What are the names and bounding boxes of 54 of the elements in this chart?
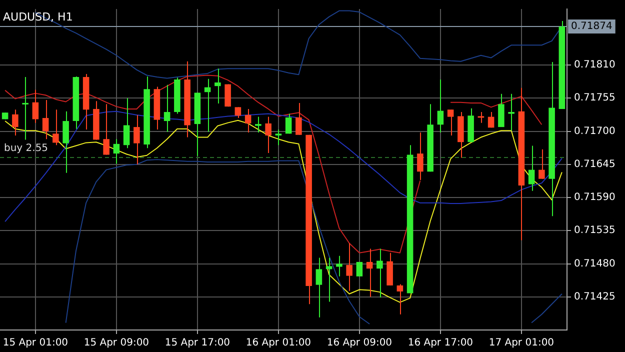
candlestick [316, 257, 322, 318]
candlestick [134, 114, 140, 165]
x-tick-label: 16 Apr 09:00 [326, 338, 392, 349]
x-tick-label: 16 Apr 17:00 [408, 338, 474, 349]
candlestick [326, 257, 332, 302]
candlestick [113, 138, 120, 164]
candlestick [336, 255, 342, 277]
candlestick [346, 242, 352, 292]
candlestick [42, 99, 49, 140]
chart-title: AUDUSD, H1 [3, 10, 73, 24]
candlestick [478, 111, 484, 124]
candlestick [52, 109, 59, 146]
y-tick-label: 0.71700 [574, 126, 616, 137]
y-tick-label: 0.71535 [574, 225, 616, 236]
x-tick-label: 15 Apr 09:00 [84, 338, 150, 349]
y-tick-label: 0.71810 [574, 60, 616, 71]
candlestick [356, 261, 363, 277]
y-tick-label: 0.71645 [574, 158, 616, 170]
candlestick [285, 113, 292, 134]
candlestick [528, 145, 535, 192]
y-tick-label: 0.71755 [574, 92, 616, 104]
candlestick [538, 148, 545, 180]
candlestick [417, 132, 424, 181]
y-tick-label: 0.71480 [574, 258, 616, 270]
x-tick-label: 15 Apr 01:00 [2, 338, 68, 349]
candlestick [488, 111, 494, 128]
candlestick [447, 109, 454, 136]
candlestick [498, 93, 504, 128]
candlestick [508, 93, 514, 132]
candlestick [376, 248, 383, 298]
candlestick [255, 116, 262, 133]
x-tick-label: 15 Apr 17:00 [164, 338, 230, 349]
candlestick [103, 104, 110, 156]
candlestick [22, 76, 28, 140]
candlestick [123, 98, 130, 149]
candlestick [234, 106, 242, 119]
x-tick-label: 17 Apr 01:00 [488, 338, 554, 349]
candlestick [244, 108, 252, 133]
candlestick [396, 284, 404, 315]
y-tick-label: 0.71425 [574, 291, 616, 302]
candlestick [12, 109, 18, 136]
candlestick [296, 102, 302, 136]
candlestick [265, 116, 272, 154]
candlestick [214, 68, 221, 104]
candlestick [437, 78, 444, 133]
candlestick [164, 84, 170, 132]
ref-line-label: buy 2.55 [4, 143, 48, 154]
candlestick [62, 110, 69, 174]
ref-line-label: 0.71874 [571, 21, 612, 32]
candlestick [366, 248, 373, 298]
y-tick-label: 0.71590 [574, 192, 616, 204]
candlestick [32, 89, 39, 124]
x-tick-label: 16 Apr 01:00 [246, 338, 312, 349]
candlestick [275, 128, 282, 146]
